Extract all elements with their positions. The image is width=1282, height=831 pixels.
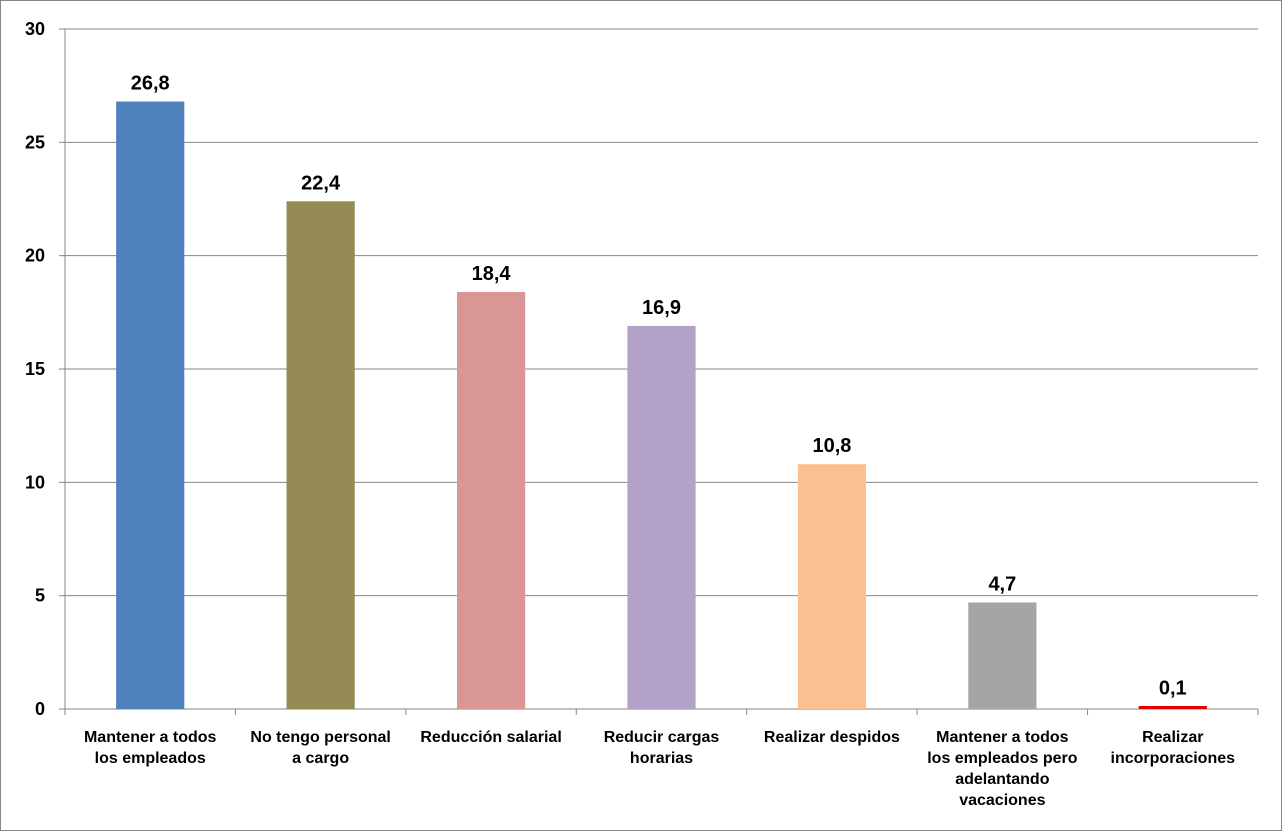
category-label: a cargo — [292, 750, 349, 767]
data-label: 10,8 — [812, 435, 851, 457]
bars — [116, 101, 1207, 710]
y-axis-ticks: 0 5 10 15 20 25 30 — [25, 19, 65, 719]
y-tick-label: 25 — [25, 132, 45, 152]
category-label: los empleados — [95, 750, 206, 767]
bar — [456, 291, 526, 709]
category-label: Reducción salarial — [420, 729, 561, 746]
bar — [627, 325, 696, 709]
data-label: 16,9 — [642, 297, 681, 319]
data-label: 0,1 — [1159, 678, 1187, 700]
category-label: Mantener a todos — [84, 729, 217, 746]
category-label: vacaciones — [959, 792, 1045, 809]
category-label: incorporaciones — [1111, 750, 1236, 767]
bar — [797, 464, 867, 709]
y-tick-label: 5 — [35, 586, 45, 606]
category-label: Reducir cargas — [604, 729, 720, 746]
category-labels: Mantener a todos los empleados No tengo pe… — [84, 729, 1235, 809]
category-label: Realizar despidos — [764, 729, 900, 746]
y-tick-label: 15 — [25, 359, 45, 379]
y-tick-label: 10 — [25, 472, 45, 492]
category-label: horarias — [630, 750, 693, 767]
category-label: Mantener a todos — [936, 729, 1069, 746]
category-label: los empleados pero — [927, 750, 1077, 767]
bar — [116, 101, 185, 710]
data-labels: 26,8 22,4 18,4 16,9 10,8 4,7 0,1 — [131, 73, 1187, 700]
data-label: 22,4 — [301, 172, 341, 194]
data-label: 26,8 — [131, 73, 170, 95]
y-tick-label: 20 — [25, 246, 45, 266]
bar — [968, 602, 1037, 709]
y-tick-label: 0 — [35, 699, 45, 719]
category-label: No tengo personal — [250, 729, 390, 746]
y-tick-label: 30 — [25, 19, 45, 39]
category-label: Realizar — [1142, 729, 1203, 746]
bar — [286, 201, 355, 709]
data-label: 18,4 — [472, 263, 512, 285]
data-label: 4,7 — [988, 573, 1016, 595]
category-label: adelantando — [955, 771, 1049, 788]
bar — [1138, 706, 1207, 709]
